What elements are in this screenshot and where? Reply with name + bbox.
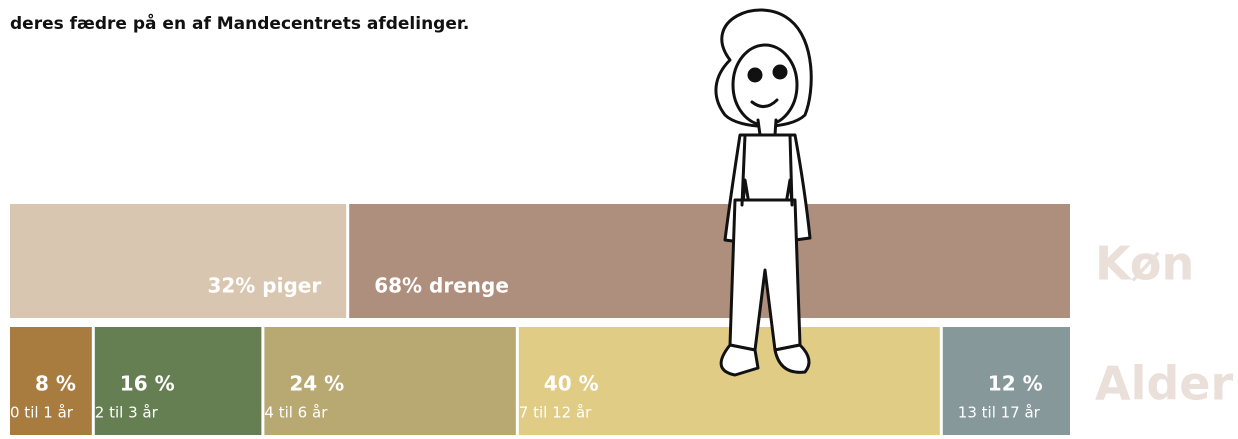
illustration [716,10,811,375]
page: deres fædre på en af Mandecentrets afdel… [0,0,1238,435]
segment-name: 7 til 12 år [519,404,592,422]
value-label: 40 % [544,372,599,396]
value-label: 32% piger [207,274,321,298]
value-label: 16 % [120,372,175,396]
value-label: 12 % [988,372,1043,396]
segment-name: 13 til 17 år [958,404,1041,422]
bars: Køn 32% piger 68% drenge Alder 8 % 0 til 1 år… [10,204,1233,435]
bar-segment [10,204,346,318]
row-title: Køn [1095,237,1194,291]
segment-name: 0 til 1 år [10,404,74,422]
segment-name: 2 til 3 år [95,404,159,422]
segment-name: 4 til 6 år [264,404,328,422]
intro-text: deres fædre på en af Mandecentrets afdel… [10,12,469,34]
row-title: Alder [1095,357,1233,411]
value-label: 24 % [289,372,344,396]
infographic: deres fædre på en af Mandecentrets afdel… [0,0,1238,435]
value-label: 68% drenge [374,274,509,298]
value-label: 8 % [35,372,76,396]
bar-segment [349,204,1070,318]
